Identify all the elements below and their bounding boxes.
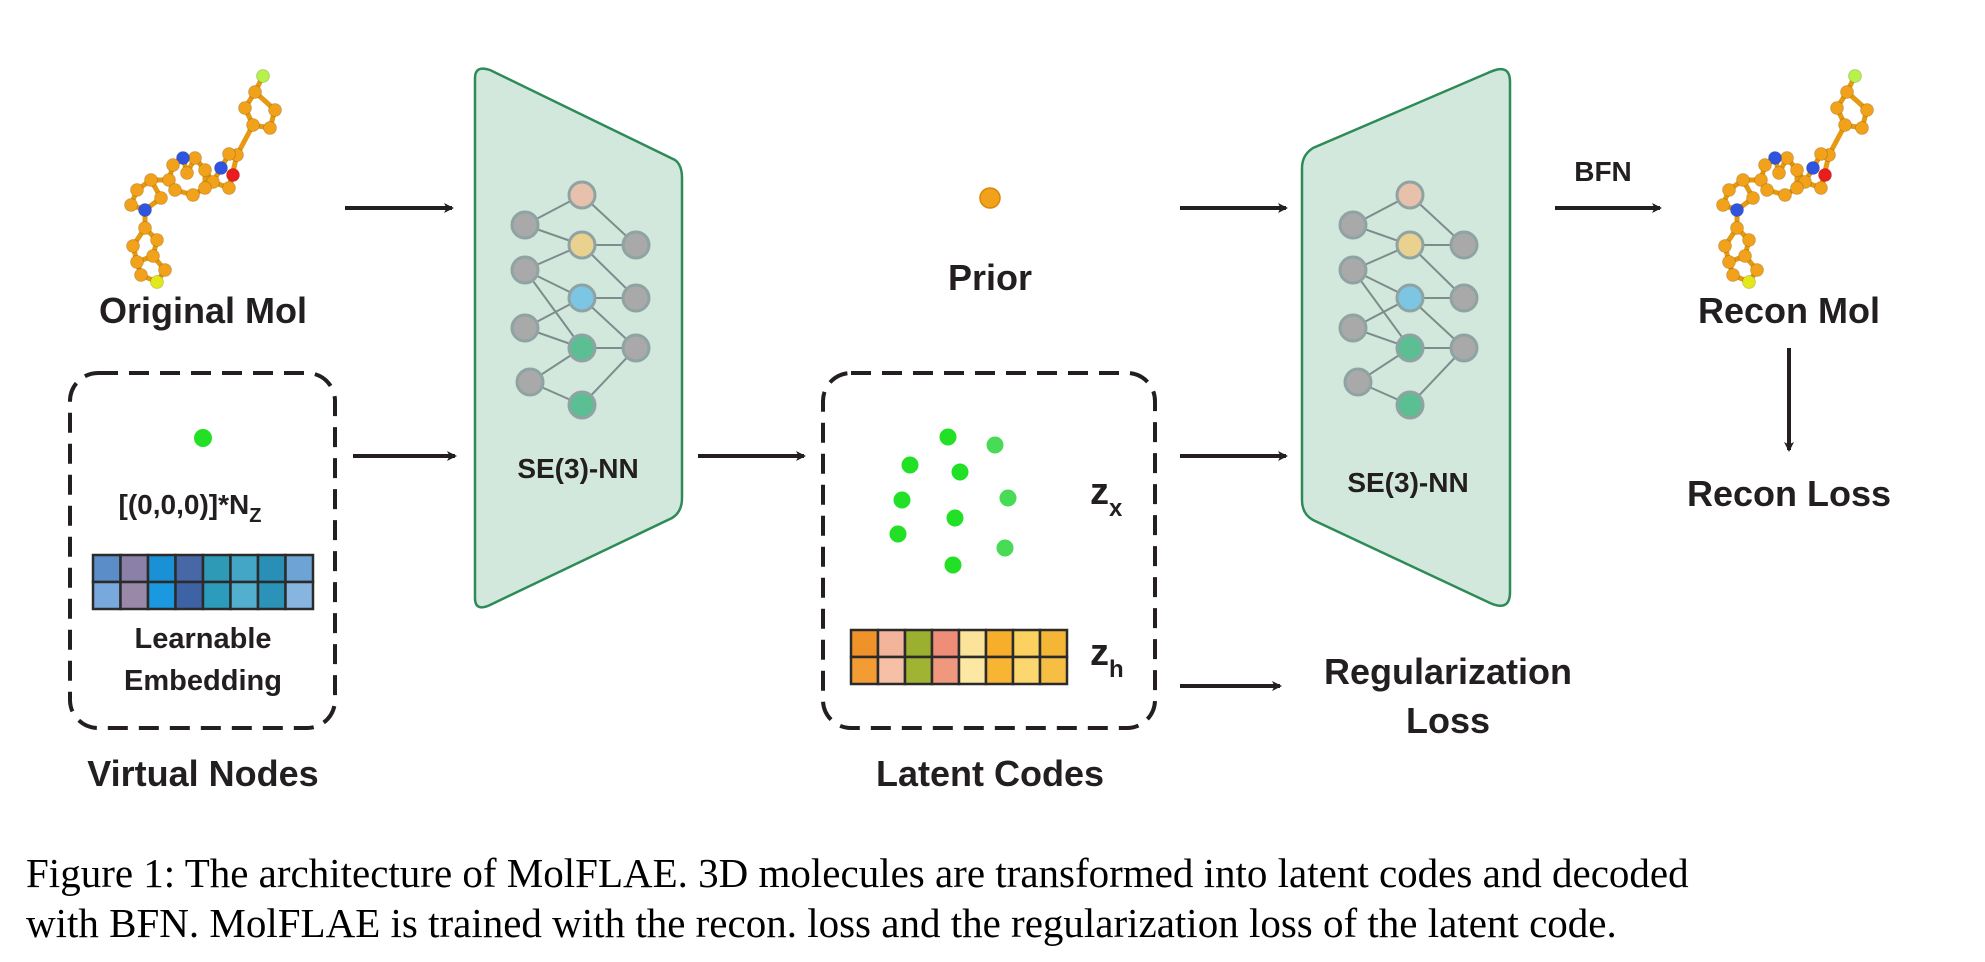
nn-node [510,255,540,285]
nn-node [621,283,651,313]
nn-node [1338,255,1368,285]
learnable-embedding-grid [91,553,315,611]
zh-cell [957,655,988,686]
embedding-cell [229,580,260,611]
latent-point [944,556,962,574]
latent-point [946,509,964,527]
caption-line2: with BFN. MolFLAE is trained with the re… [26,900,1617,946]
embedding-cell [174,553,205,584]
architecture-diagram: Original Mol [(0,0,0)]*NZ Learnable Embe… [68,67,1891,794]
zh-cell [903,655,934,686]
embedding-cell [119,580,150,611]
embedding-cell [284,553,315,584]
embedding-cell [256,553,287,584]
nn-node [1338,313,1368,343]
latent-codes-label: Latent Codes [876,753,1104,794]
nn-node [1395,230,1425,260]
nn-node [567,333,597,363]
embedding-cell [91,553,122,584]
latent-point [889,525,907,543]
nn-node [1449,333,1479,363]
embedding-cell [229,553,260,584]
recon-loss-label: Recon Loss [1687,473,1891,514]
latent-point [996,539,1014,557]
embedding-cell [284,580,315,611]
encoder-label: SE(3)-NN [517,453,638,484]
original-molecule-image [124,69,282,289]
latent-x-points [889,428,1017,574]
nn-node [567,230,597,260]
nn-node [1449,283,1479,313]
latent-point [939,428,957,446]
nn-node [621,333,651,363]
prior-label: Prior [948,257,1032,298]
nn-node [510,210,540,240]
nn-node [567,283,597,313]
nn-node [1395,283,1425,313]
reconstructed-molecule-image [1716,69,1874,289]
learnable-label-line1: Learnable [135,623,272,655]
zx-label: zx [1090,471,1123,522]
original-mol-label: Original Mol [99,290,307,331]
embedding-cell [201,580,232,611]
nn-node [515,367,545,397]
zh-cell [984,628,1015,659]
nn-node [1343,367,1373,397]
figure-caption: Figure 1: The architecture of MolFLAE. 3… [26,848,1966,948]
nn-node [567,180,597,210]
embedding-cell [201,553,232,584]
zh-cell [957,628,988,659]
zh-cell [1038,655,1069,686]
zh-cell [930,655,961,686]
embedding-cell [119,553,150,584]
zh-cell [849,628,880,659]
latent-point [901,456,919,474]
regularization-loss-label-line1: Regularization [1324,651,1572,692]
latent-h-grid [849,628,1069,686]
latent-point [951,463,969,481]
embedding-cell [146,553,177,584]
zh-cell [876,628,907,659]
nn-node [1449,230,1479,260]
prior-dot [979,187,1001,209]
zh-label: zh [1090,632,1124,683]
embedding-cell [174,580,205,611]
zh-cell [984,655,1015,686]
virtual-node-dot [194,429,212,447]
bfn-label: BFN [1574,156,1632,187]
nn-node [1395,390,1425,420]
zh-cell [903,628,934,659]
latent-codes-box: zx zh [821,371,1157,730]
zh-cell [849,655,880,686]
embedding-cell [146,580,177,611]
zh-cell [1011,655,1042,686]
recon-mol-label: Recon Mol [1698,290,1880,331]
embedding-cell [91,580,122,611]
encoder-network: SE(3)-NN [473,67,684,609]
nn-node [567,390,597,420]
latent-point [893,491,911,509]
embedding-cell [256,580,287,611]
virtual-nodes-label: Virtual Nodes [87,753,318,794]
learnable-label-line2: Embedding [124,665,282,697]
nn-node [1395,333,1425,363]
decoder-network: SE(3)-NN [1300,67,1512,607]
regularization-loss-label-line2: Loss [1406,700,1490,741]
nn-node [621,230,651,260]
nn-node [1338,210,1368,240]
latent-point [999,489,1017,507]
latent-point [986,436,1004,454]
nn-node [1395,180,1425,210]
decoder-label: SE(3)-NN [1347,467,1468,498]
zh-cell [1038,628,1069,659]
zh-cell [876,655,907,686]
nn-node [510,313,540,343]
virtual-coords-label: [(0,0,0)]*NZ [119,489,262,527]
virtual-nodes-box: [(0,0,0)]*NZ Learnable Embedding [68,371,337,730]
zh-cell [930,628,961,659]
zh-cell [1011,628,1042,659]
caption-line1: Figure 1: The architecture of MolFLAE. 3… [26,850,1689,896]
